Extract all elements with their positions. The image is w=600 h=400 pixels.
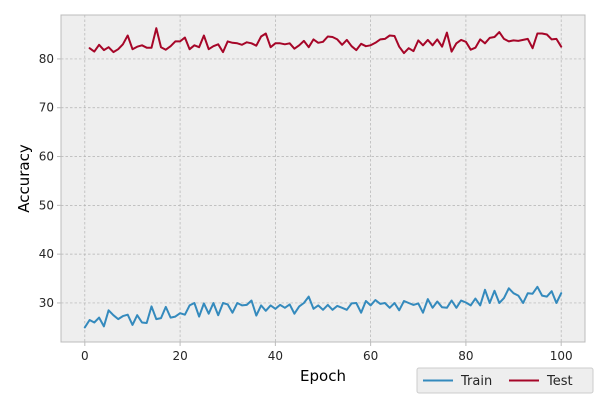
x-tick-label: 20 [172,349,187,363]
axis-ticks: 0 20 40 60 80 100 30 40 50 60 70 80 [39,52,573,363]
y-tick-label: 60 [39,150,54,164]
y-tick-label: 40 [39,247,54,261]
plot-area [61,15,585,342]
plot-frame [60,14,586,343]
x-tick-label: 40 [268,349,283,363]
grid-lines [61,15,585,342]
y-tick-label: 70 [39,101,54,115]
y-tick-label: 30 [39,296,54,310]
legend: Train Test [416,367,594,394]
series-lines [83,27,563,329]
x-tick-label: 100 [550,349,573,363]
x-tick-label: 80 [458,349,473,363]
y-axis-label: Accuracy [15,144,33,213]
x-axis-label: Epoch [300,367,346,385]
y-tick-label: 80 [39,52,54,66]
test-series-line [88,27,563,55]
test-legend-label: Test [546,374,573,389]
y-tick-label: 50 [39,198,54,212]
x-tick-label: 60 [363,349,378,363]
train-legend-label: Train [460,374,492,389]
train-series-line [83,285,563,329]
axes-frame [60,14,586,343]
legend-box [416,367,594,394]
x-tick-label: 0 [81,349,89,363]
